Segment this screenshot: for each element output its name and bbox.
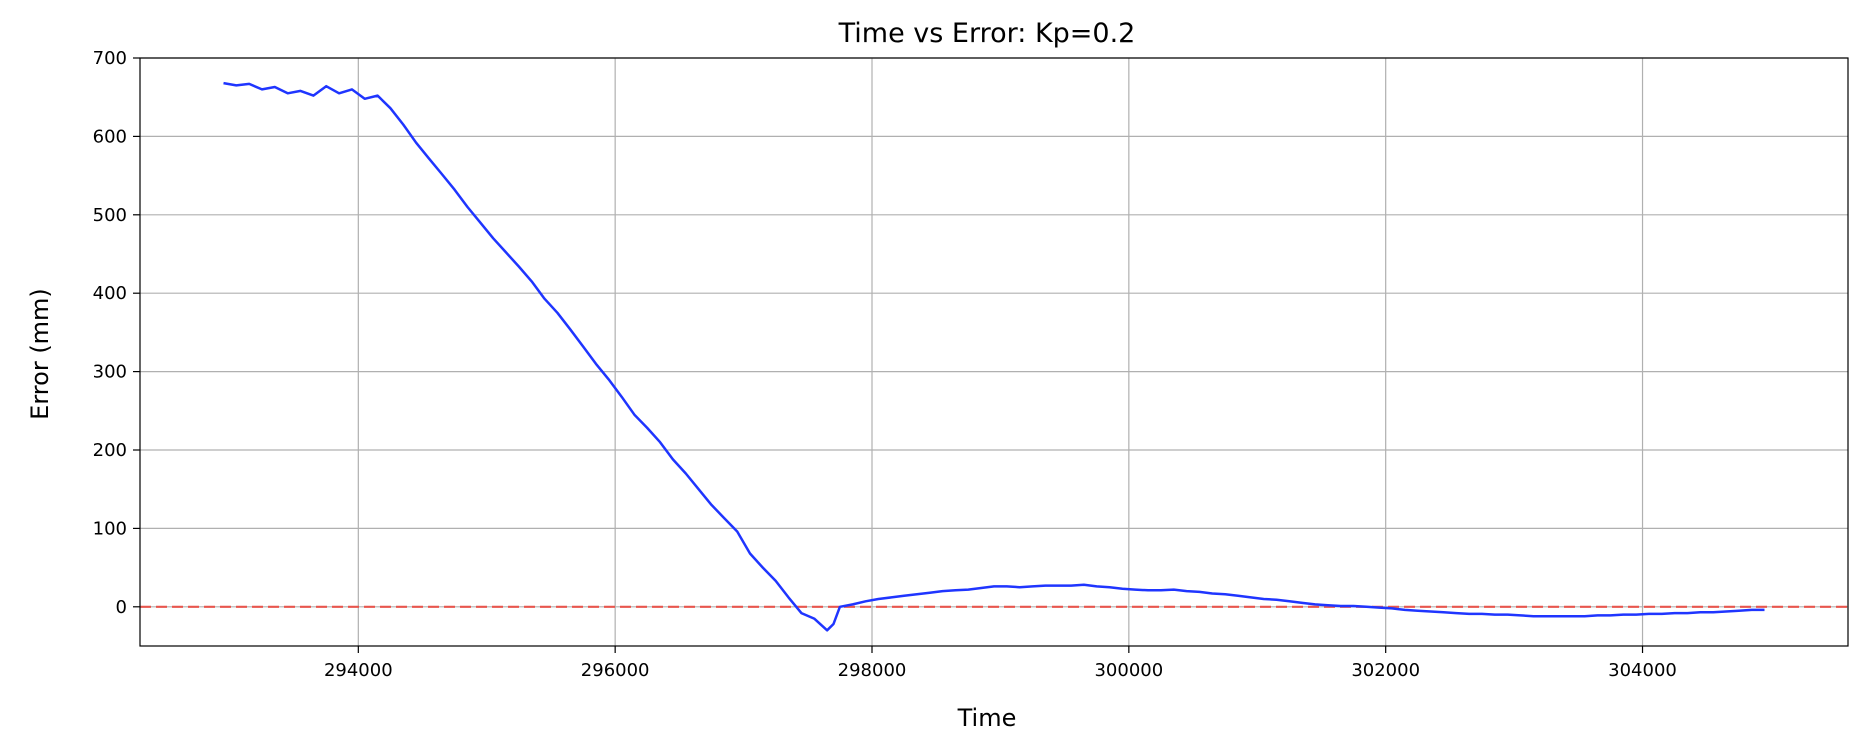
x-tick-label: 300000 [1094, 660, 1163, 681]
y-tick-label: 400 [93, 283, 127, 304]
y-tick-label: 100 [93, 518, 127, 539]
ticks: 294000 296000 298000 300000 302000 304000 0 100… [93, 48, 1677, 681]
x-tick-label: 302000 [1351, 660, 1420, 681]
x-tick-label: 294000 [324, 660, 393, 681]
chart-title: Time vs Error: Kp=0.2 [838, 18, 1136, 49]
y-tick-label: 200 [93, 440, 127, 461]
y-tick-label: 700 [93, 48, 127, 69]
y-tick-label: 600 [93, 126, 127, 147]
series-layer [223, 81, 1765, 632]
error-series-line [223, 81, 1765, 632]
x-tick-label: 296000 [581, 660, 650, 681]
x-axis-label: Time [957, 704, 1017, 732]
x-tick-label: 298000 [838, 660, 907, 681]
plot-frame [139, 57, 1849, 647]
x-tick-label: 304000 [1608, 660, 1677, 681]
y-tick-label: 0 [116, 597, 127, 618]
y-axis-label: Error (mm) [26, 288, 54, 420]
y-tick-label: 300 [93, 362, 127, 383]
y-tick-label: 500 [93, 205, 127, 226]
